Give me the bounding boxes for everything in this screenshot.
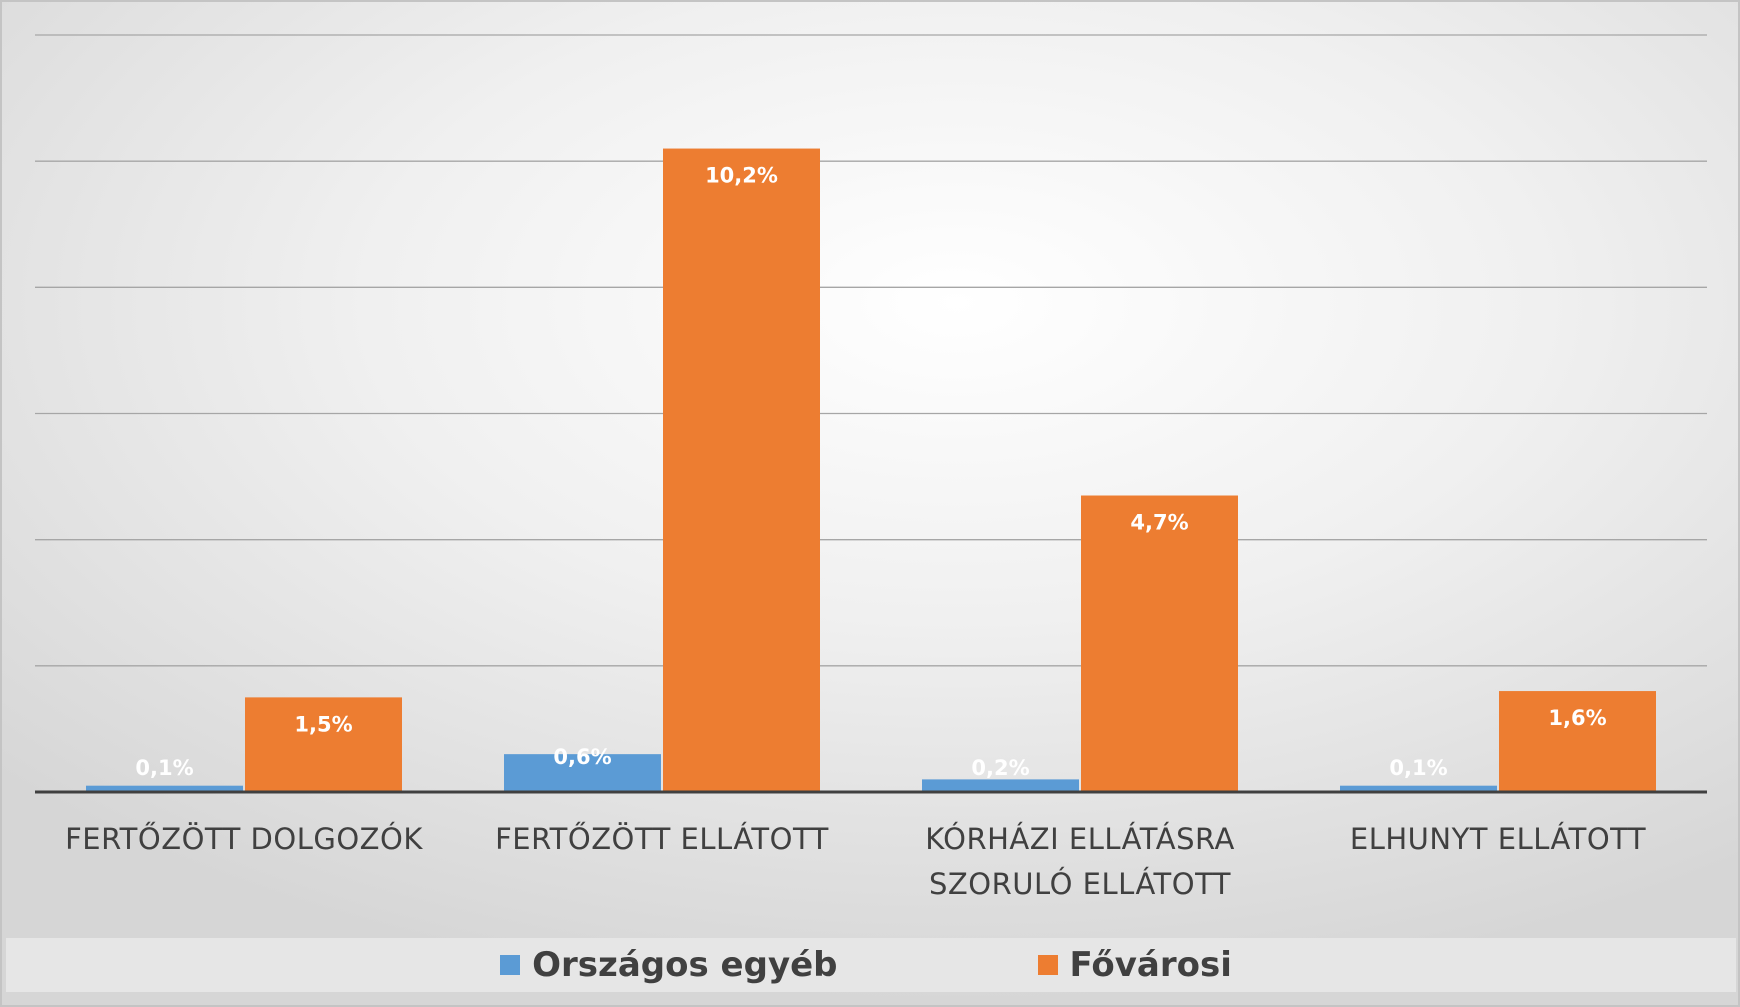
data-label-s1-c3: 1,6%	[1548, 706, 1606, 730]
data-label-s0-c2: 0,2%	[971, 756, 1029, 780]
bar-s1-c2	[1081, 495, 1238, 792]
legend-swatch-orszagos	[500, 955, 521, 975]
bar-s1-c1	[663, 148, 820, 793]
legend-label-fovarosi: Fővárosi	[1069, 945, 1232, 985]
category-label-1: FERTŐZÖTT ELLÁTOTT	[452, 817, 872, 862]
legend-item-orszagos: Országos egyéb	[500, 945, 838, 985]
category-label-line: KÓRHÁZI ELLÁTÁSRA	[925, 822, 1235, 856]
data-label-s1-c2: 4,7%	[1130, 511, 1188, 535]
bar-s1-c3	[1499, 691, 1656, 792]
data-label-s1-c0: 1,5%	[294, 712, 352, 736]
legend-label-orszagos: Országos egyéb	[532, 945, 838, 985]
legend-item-fovarosi: Fővárosi	[1037, 945, 1232, 985]
bar-s1-c0	[245, 697, 402, 792]
category-label-3: ELHUNYT ELLÁTOTT	[1288, 817, 1708, 862]
data-label-s1-c1: 10,2%	[705, 164, 778, 188]
bar-s0-c3	[1340, 785, 1497, 792]
bar-s0-c0	[86, 785, 243, 792]
category-label-line: ELHUNYT ELLÁTOTT	[1349, 822, 1647, 856]
data-label-s0-c3: 0,1%	[1389, 756, 1447, 780]
data-label-s0-c1: 0,6%	[553, 745, 611, 769]
bar-s0-c2	[922, 779, 1079, 792]
category-label-0: FERTŐZÖTT DOLGOZÓK	[34, 817, 454, 862]
legend: Országos egyéb Fővárosi	[6, 938, 1736, 992]
category-label-line: FERTŐZÖTT ELLÁTOTT	[495, 822, 829, 856]
legend-swatch-fovarosi	[1037, 955, 1058, 975]
category-label-2: KÓRHÁZI ELLÁTÁSRA SZORULÓ ELLÁTOTT	[870, 817, 1290, 907]
category-label-line: FERTŐZÖTT DOLGOZÓK	[65, 822, 423, 856]
bar-s0-c1	[504, 754, 661, 792]
plot-area: 0,1% 0,6% 0,2% 0,1% 1,5% 10,2% 4,7% 1,6%	[35, 34, 1707, 794]
data-label-s0-c0: 0,1%	[135, 756, 193, 780]
category-label-line: SZORULÓ ELLÁTOTT	[929, 867, 1231, 901]
